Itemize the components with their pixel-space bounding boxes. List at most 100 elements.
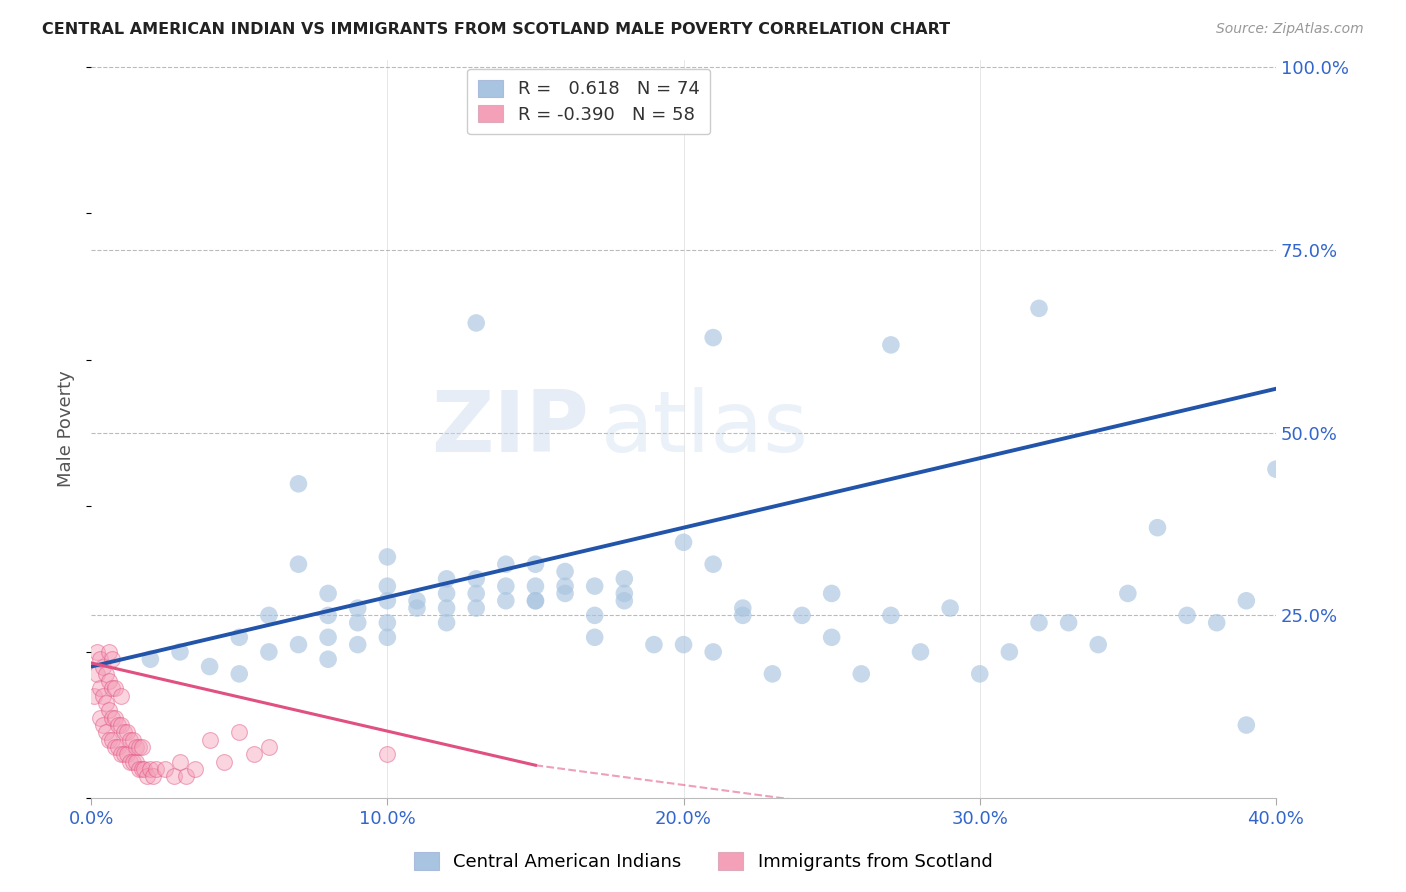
Point [97,732,120,747]
Point [465,586,488,600]
Point [86,645,108,659]
Point [1028,301,1050,316]
Point [465,316,488,330]
Point [145,762,167,776]
Legend: R =   0.618   N = 74, R = -0.390   N = 58: R = 0.618 N = 74, R = -0.390 N = 58 [467,69,710,135]
Point [121,755,143,769]
Point [554,586,576,600]
Text: ZIP: ZIP [432,387,589,470]
Point [184,762,207,776]
Point [316,586,339,600]
Point [228,725,250,739]
Point [583,579,606,593]
Point [702,645,724,659]
Point [377,579,399,593]
Point [377,630,399,644]
Point [377,615,399,630]
Point [524,579,547,593]
Point [939,601,962,615]
Point [969,666,991,681]
Point [89,652,111,666]
Point [94,725,117,739]
Point [107,739,129,754]
Point [101,732,124,747]
Point [495,558,517,572]
Point [115,725,138,739]
Point [174,769,197,783]
Point [910,645,932,659]
Point [228,630,250,644]
Point [316,652,339,666]
Point [1146,521,1168,535]
Point [1175,608,1198,623]
Point [287,638,309,652]
Point [316,608,339,623]
Point [136,769,159,783]
Point [169,755,191,769]
Text: atlas: atlas [600,387,808,470]
Point [524,593,547,607]
Point [91,718,114,732]
Point [583,608,606,623]
Point [131,762,153,776]
Point [243,747,266,762]
Point [821,586,844,600]
Point [112,747,135,762]
Text: CENTRAL AMERICAN INDIAN VS IMMIGRANTS FROM SCOTLAND MALE POVERTY CORRELATION CHA: CENTRAL AMERICAN INDIAN VS IMMIGRANTS FR… [42,22,950,37]
Point [583,630,606,644]
Point [287,476,309,491]
Point [142,769,165,783]
Point [731,601,754,615]
Point [104,681,127,696]
Point [134,762,156,776]
Point [613,593,636,607]
Point [124,739,146,754]
Point [436,601,458,615]
Point [672,638,695,652]
Point [110,718,132,732]
Y-axis label: Male Poverty: Male Poverty [58,370,75,487]
Point [94,666,117,681]
Point [91,689,114,703]
Point [97,674,120,689]
Point [436,615,458,630]
Point [110,689,132,703]
Point [94,696,117,710]
Point [346,638,368,652]
Point [101,711,124,725]
Point [346,601,368,615]
Point [613,586,636,600]
Point [554,579,576,593]
Point [436,572,458,586]
Point [1205,615,1227,630]
Point [495,579,517,593]
Point [821,630,844,644]
Point [118,755,141,769]
Point [1265,462,1288,476]
Point [89,681,111,696]
Point [346,615,368,630]
Point [377,747,399,762]
Point [702,558,724,572]
Point [128,739,150,754]
Point [97,645,120,659]
Point [406,601,429,615]
Point [287,558,309,572]
Point [613,572,636,586]
Point [104,739,127,754]
Point [89,711,111,725]
Point [1087,638,1109,652]
Point [91,659,114,673]
Point [112,725,135,739]
Point [139,762,162,776]
Point [198,659,221,673]
Point [153,762,176,776]
Point [377,593,399,607]
Point [107,718,129,732]
Point [702,330,724,344]
Point [257,608,280,623]
Legend: Central American Indians, Immigrants from Scotland: Central American Indians, Immigrants fro… [406,846,1000,879]
Point [465,601,488,615]
Point [672,535,695,549]
Point [465,572,488,586]
